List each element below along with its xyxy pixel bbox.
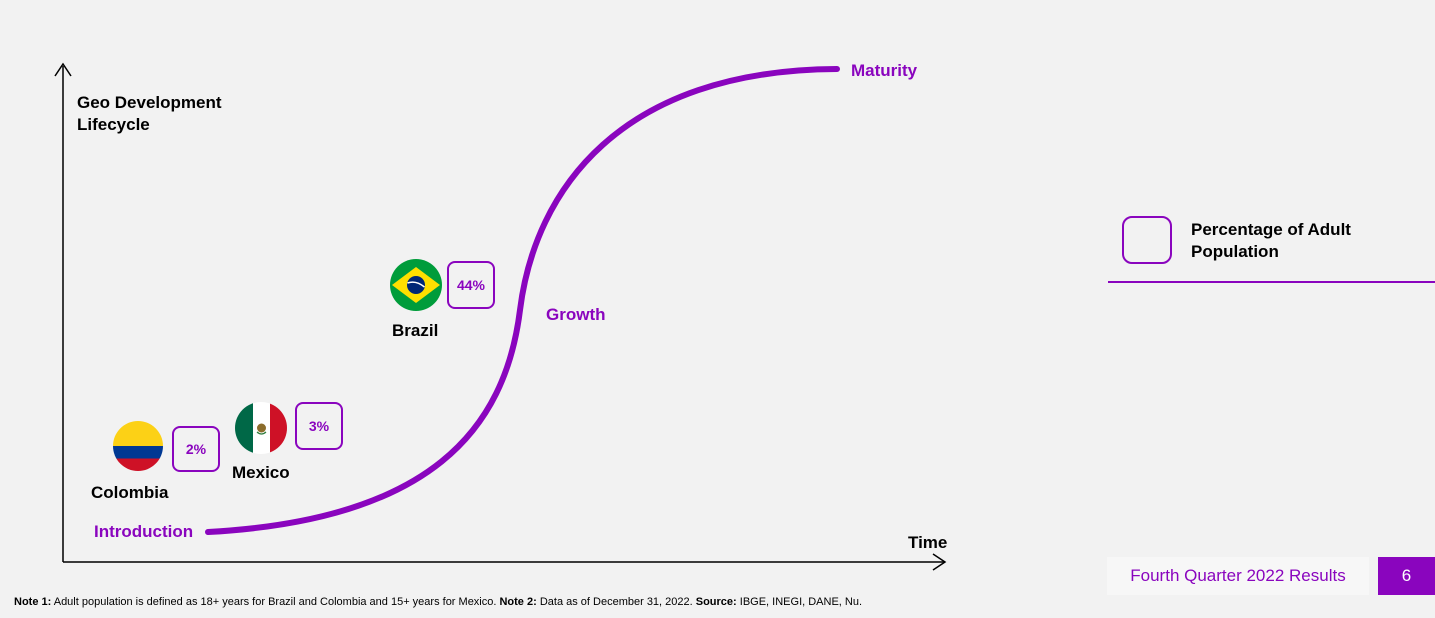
stage-introduction: Introduction (94, 522, 194, 541)
axis-title: Geo Development Lifecycle (77, 93, 222, 134)
source-text: IBGE, INEGI, DANE, Nu. (736, 596, 863, 608)
y-axis-arrow-icon (54, 62, 72, 77)
legend-swatch (1122, 216, 1172, 264)
lifecycle-curve (205, 66, 840, 535)
country-label-brazil: Brazil (392, 321, 439, 340)
colombia-flag (113, 421, 163, 471)
legend-divider (1108, 281, 1435, 283)
page-number: 6 (1378, 557, 1435, 595)
stage-maturity: Maturity (851, 61, 918, 80)
percentage-badge-brazil: 44% (447, 261, 495, 309)
note1-text: Adult population is defined as 18+ years… (51, 596, 500, 608)
note1-label: Note 1: (14, 596, 52, 608)
percentage-badge-mexico: 3% (295, 402, 343, 450)
note2-label: Note 2: (499, 596, 537, 608)
brazil-flag (390, 259, 442, 311)
stage-growth: Growth (546, 305, 606, 324)
country-label-colombia: Colombia (91, 483, 169, 502)
mexico-flag (235, 402, 287, 454)
note2-text: Data as of December 31, 2022. (536, 596, 696, 608)
country-label-mexico: Mexico (232, 463, 290, 482)
percentage-badge-colombia: 2% (172, 426, 220, 472)
report-label: Fourth Quarter 2022 Results (1107, 557, 1369, 595)
footnote: Note 1: Adult population is defined as 1… (14, 596, 862, 608)
x-axis-label: Time (908, 533, 948, 552)
source-label: Source: (695, 596, 737, 608)
legend-label: Percentage of Adult Population (1191, 220, 1351, 261)
x-axis-arrow-icon (932, 553, 947, 571)
